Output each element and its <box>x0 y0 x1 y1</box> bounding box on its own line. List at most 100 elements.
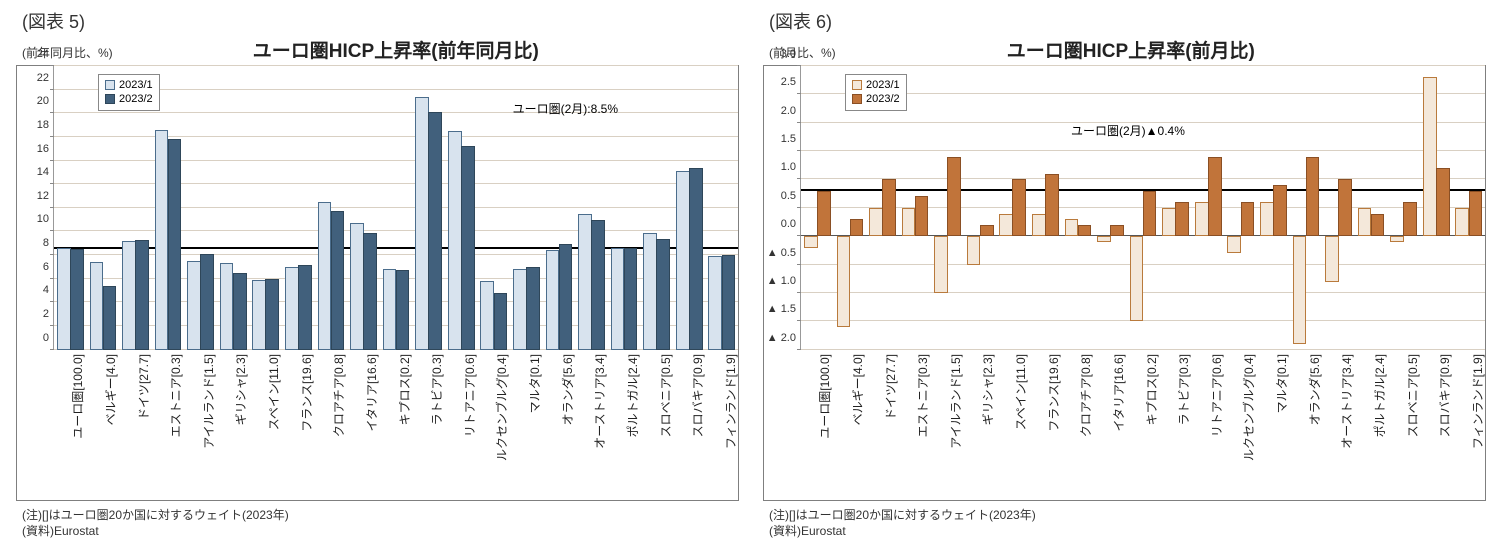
chart6-header-row: (前月比、%) ユーロ圏HICP上昇率(前月比) <box>763 36 1486 63</box>
x-tick-label: マルタ[0.1] <box>1257 350 1290 500</box>
x-tick-label: オランダ[5.6] <box>1289 350 1322 500</box>
x-tick-label: キプロス[0.2] <box>1126 350 1159 500</box>
x-tick-label: リトアニア[0.6] <box>445 350 478 500</box>
y-tick-label: ▲ 0.5 <box>767 247 796 259</box>
bar <box>298 265 312 350</box>
bar <box>1227 236 1241 253</box>
chart6-y-axis: ▲ 2.0▲ 1.5▲ 1.0▲ 0.50.00.51.01.52.02.53.… <box>764 66 800 350</box>
bar <box>1260 202 1274 236</box>
bar <box>1423 77 1437 236</box>
bar-group <box>445 66 478 350</box>
x-tick-label: フィンランド[1.9] <box>1453 350 1486 500</box>
x-tick-label: マルタ[0.1] <box>510 350 543 500</box>
bar <box>448 131 462 350</box>
bar <box>363 233 377 350</box>
bar-group <box>996 66 1029 350</box>
chart5-legend: 2023/12023/2 <box>98 74 160 111</box>
bar-group <box>964 66 997 350</box>
bar <box>722 255 736 350</box>
bar-group <box>1094 66 1127 350</box>
x-tick-label: フランス[19.6] <box>281 350 314 500</box>
y-tick-label: 18 <box>37 119 49 131</box>
bar <box>1195 202 1209 236</box>
bar-group <box>801 66 834 350</box>
x-tick-label: イタリア[16.6] <box>1094 350 1127 500</box>
x-tick-label: クロアチア[0.8] <box>1061 350 1094 500</box>
bar-group <box>478 66 511 350</box>
bar <box>135 240 149 350</box>
bar-group <box>1387 66 1420 350</box>
y-tick-label: 8 <box>43 237 49 249</box>
bar <box>804 236 818 247</box>
bar <box>1338 179 1352 236</box>
y-tick-label: ▲ 1.5 <box>767 303 796 315</box>
bar <box>57 248 71 350</box>
legend-label: 2023/2 <box>119 92 153 106</box>
legend-item: 2023/2 <box>852 92 900 106</box>
bar <box>1208 157 1222 236</box>
bar <box>934 236 948 293</box>
footnote-line: (注)[]はユーロ圏20か国に対するウェイト(2023年) <box>22 507 739 523</box>
y-tick-label: 12 <box>37 190 49 202</box>
x-tick-label: ドイツ[27.7] <box>118 350 151 500</box>
bar <box>383 269 397 349</box>
bar <box>947 157 961 236</box>
bar <box>396 270 410 349</box>
bar <box>1078 225 1092 236</box>
x-tick-label: スロベニア[0.5] <box>640 350 673 500</box>
bar-group <box>931 66 964 350</box>
legend-swatch <box>852 94 862 104</box>
bar <box>200 254 214 350</box>
bar <box>168 139 182 349</box>
y-tick-label: 0 <box>43 332 49 344</box>
chart5-header-row: (前年同月比、%) ユーロ圏HICP上昇率(前年同月比) <box>16 36 739 63</box>
bar-group <box>315 66 348 350</box>
x-tick-label: ドイツ[27.7] <box>865 350 898 500</box>
x-tick-label: オーストリア[3.4] <box>1322 350 1355 500</box>
legend-swatch <box>105 94 115 104</box>
y-tick-label: 1.5 <box>781 133 796 145</box>
y-tick-label: 10 <box>37 213 49 225</box>
bar <box>869 208 883 236</box>
bar-group <box>1290 66 1323 350</box>
bar <box>1012 179 1026 236</box>
x-tick-label: アイルランド[1.5] <box>931 350 964 500</box>
bar <box>882 179 896 236</box>
x-tick-label: リトアニア[0.6] <box>1192 350 1225 500</box>
x-tick-label: ラトビア[0.3] <box>412 350 445 500</box>
y-tick-label: 4 <box>43 284 49 296</box>
bar <box>967 236 981 264</box>
bar <box>480 281 494 350</box>
x-tick-label: スロバキア[0.9] <box>1420 350 1453 500</box>
x-tick-label: キプロス[0.2] <box>379 350 412 500</box>
y-tick-label: 0.5 <box>781 190 796 202</box>
chart6-legend: 2023/12023/2 <box>845 74 907 111</box>
bar-group <box>1192 66 1225 350</box>
bar <box>70 249 84 349</box>
bar <box>285 267 299 350</box>
bar <box>233 273 247 350</box>
bar-group <box>54 66 87 350</box>
y-tick-label: 14 <box>37 166 49 178</box>
bar <box>513 269 527 349</box>
chart6-plot-area: 2023/12023/2 ユーロ圏(2月)▲0.4% <box>800 66 1485 350</box>
bar-group <box>673 66 706 350</box>
chart6-x-axis: ユーロ圏[100.0]ベルギー[4.0]ドイツ[27.7]エストニア[0.3]ア… <box>764 350 1485 500</box>
bar-group <box>1420 66 1453 350</box>
x-tick-label: スロベニア[0.5] <box>1387 350 1420 500</box>
y-tick-label: 16 <box>37 143 49 155</box>
legend-item: 2023/1 <box>852 78 900 92</box>
bar <box>643 233 657 350</box>
x-tick-label: ルクセンブルグ[0.4] <box>477 350 510 500</box>
bar <box>461 146 475 349</box>
chart6-panel: (図表 6) (前月比、%) ユーロ圏HICP上昇率(前月比) ▲ 2.0▲ 1… <box>763 8 1486 539</box>
bar-group <box>1355 66 1388 350</box>
x-tick-label: スペイン[11.0] <box>996 350 1029 500</box>
chart6-title: ユーロ圏HICP上昇率(前月比) <box>836 36 1426 63</box>
bar <box>1390 236 1404 242</box>
x-tick-label: イタリア[16.6] <box>347 350 380 500</box>
bar <box>103 286 117 350</box>
bar <box>331 211 345 349</box>
bar <box>1110 225 1124 236</box>
chart6-ref-label: ユーロ圏(2月)▲0.4% <box>1071 122 1185 139</box>
